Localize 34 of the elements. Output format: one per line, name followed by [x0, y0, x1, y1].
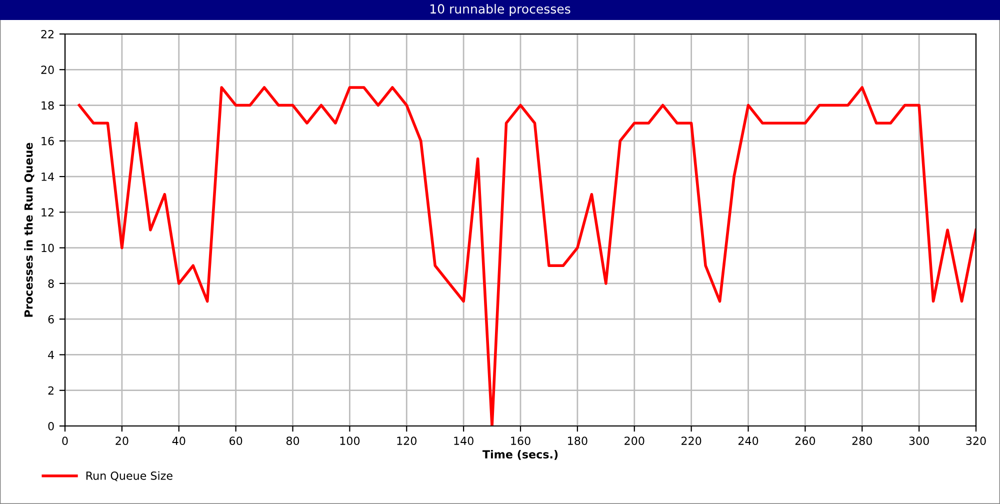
x-tick-label: 260: [795, 436, 816, 446]
x-tick-label: 200: [624, 436, 644, 446]
x-tick-label: 80: [286, 436, 300, 446]
y-tick-label: 2: [48, 386, 54, 395]
x-tick-label: 280: [852, 436, 872, 446]
x-tick-label: 40: [172, 436, 186, 446]
y-tick-label: 0: [48, 422, 54, 430]
x-tick-label: 320: [966, 436, 986, 446]
y-tick-label: 14: [42, 172, 54, 181]
x-tick-label: 160: [511, 436, 530, 446]
y-tick-label: 10: [42, 244, 54, 252]
x-tick-label: 60: [230, 436, 242, 446]
y-tick-label: 22: [41, 30, 54, 38]
x-tick-label: 220: [682, 436, 702, 446]
y-tick-label: 6: [48, 315, 54, 324]
x-tick-label: 0: [62, 436, 68, 446]
y-tick-label: 18: [42, 101, 54, 110]
x-tick-label: 140: [454, 436, 474, 446]
y-tick-label: 4: [48, 350, 54, 359]
y-tick-label: 12: [42, 208, 54, 216]
x-tick-label: 120: [397, 436, 416, 446]
x-axis-title: Time (secs.): [482, 450, 558, 460]
x-tick-label: 300: [909, 436, 929, 446]
chart-title: 10 runnable processes: [430, 4, 570, 16]
y-tick-label: 16: [42, 136, 54, 146]
y-tick-label: 20: [41, 66, 54, 74]
x-tick-label: 180: [568, 436, 588, 446]
y-tick-label: 8: [48, 279, 54, 288]
legend-label: Run Queue Size: [86, 471, 172, 482]
x-tick-label: 20: [116, 436, 128, 446]
x-tick-label: 240: [738, 436, 758, 446]
y-axis-title: Processes in the Run Queue: [24, 142, 34, 317]
line-series: [78, 86, 976, 426]
x-tick-label: 100: [340, 436, 360, 446]
